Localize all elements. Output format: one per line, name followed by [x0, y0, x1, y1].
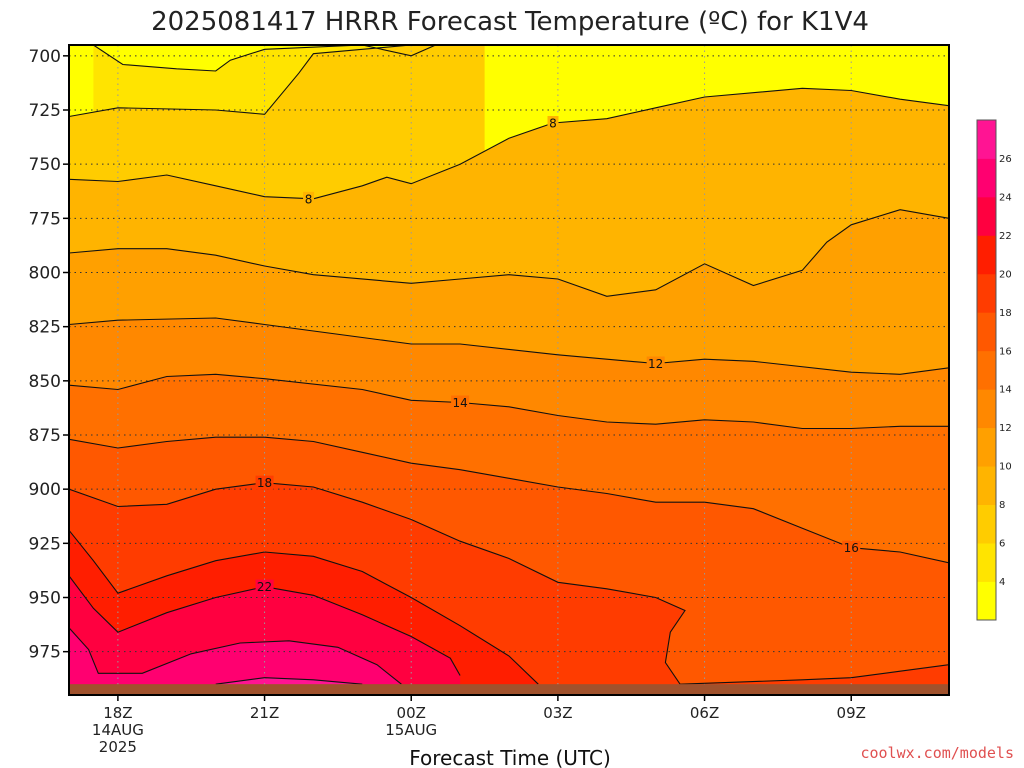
y-tick-label: 925: [29, 534, 61, 554]
colorbar-tick-label: 4: [999, 577, 1005, 588]
colorbar-tick-label: 14: [999, 385, 1012, 396]
band-24: [69, 627, 402, 695]
contour-label: 18: [257, 476, 272, 490]
y-tick-label: 775: [29, 209, 61, 229]
contour-label: 8: [305, 192, 313, 206]
x-tick-label: 06Z: [690, 704, 719, 722]
y-tick-label: 750: [29, 155, 61, 175]
contour-label-bg: [547, 116, 559, 130]
isotherm-16: [69, 436, 949, 564]
colorbar-swatch: [977, 466, 996, 506]
colorbar-swatch: [977, 389, 996, 429]
y-tick-label: 875: [29, 426, 61, 446]
x-tick-label: 03Z: [543, 704, 572, 722]
y-tick-label: 825: [29, 318, 61, 338]
credit-text: coolwx.com/models: [860, 744, 1014, 762]
contour-label: 14: [452, 396, 467, 410]
contour-label-bg: [451, 395, 470, 410]
y-tick-label: 725: [29, 101, 61, 121]
colorbar-swatch: [977, 350, 996, 390]
x-tick-label: 15AUG: [385, 721, 437, 739]
contour-label: 22: [257, 580, 272, 594]
contour-label-bg: [303, 191, 315, 206]
y-tick-label: 850: [29, 372, 61, 392]
y-tick-label: 950: [29, 589, 61, 609]
contour-label-bg: [255, 579, 274, 594]
isotherm-lines: [69, 45, 949, 685]
colorbar-swatch: [977, 427, 996, 467]
colorbar-tick-label: 10: [999, 462, 1012, 473]
plot-frame: [68, 44, 950, 696]
x-tick-label: 14AUG: [92, 721, 144, 739]
colorbar-tick-label: 16: [999, 346, 1012, 357]
x-tick-label: 00Z: [397, 704, 426, 722]
y-tick-label: 800: [29, 264, 61, 284]
isotherm-8: [69, 87, 949, 200]
y-tick-label: 900: [29, 480, 61, 500]
colorbar-tick-label: 20: [999, 269, 1012, 280]
y-axis: 700 725 750 775 800 825 850 875 900 925 950 975: [29, 47, 69, 663]
contour-label: 12: [648, 357, 663, 371]
x-tick-label: 09Z: [837, 704, 866, 722]
colorbar-swatch: [977, 312, 996, 352]
contour-label-bg: [646, 356, 665, 371]
y-tick-label: 700: [29, 47, 61, 67]
colorbar-swatch: [977, 504, 996, 544]
contour-label: 16: [844, 541, 859, 555]
isotherm-14: [69, 373, 949, 430]
grid-lines: [69, 45, 949, 695]
colorbar-swatch: [977, 158, 996, 198]
contour-labels: 8 8 12 14 16 18 22: [255, 116, 861, 594]
contour-label-bg: [842, 540, 861, 555]
colorbar-tick-label: 22: [999, 231, 1012, 242]
isotherm-20: [69, 529, 539, 685]
isotherm-6: [69, 45, 485, 118]
colorbar-tick-label: 6: [999, 539, 1005, 550]
colorbar-tick-label: 18: [999, 308, 1012, 319]
colorbar-swatch: [977, 273, 996, 313]
isotherm-4: [93, 45, 436, 72]
x-tick-label: 2025: [99, 738, 137, 756]
colorbar-tick-label: 24: [999, 192, 1012, 203]
temperature-fill: [69, 45, 949, 695]
colorbar-swatch: [977, 235, 996, 275]
chart-title: 2025081417 HRRR Forecast Temperature (ºC…: [151, 7, 869, 37]
band-26: [215, 677, 363, 695]
colorbar-tick-label: 8: [999, 500, 1005, 511]
colorbar-tick-label: 12: [999, 423, 1012, 434]
colorbar: 4 6 8 10 12 14 16 18 20 22 24 26: [976, 119, 1012, 621]
x-axis-label: Forecast Time (UTC): [409, 746, 611, 768]
colorbar-tick-label: 26: [999, 154, 1012, 165]
isotherm-26: [215, 677, 363, 685]
x-tick-label: 21Z: [250, 704, 279, 722]
isotherm-10: [69, 209, 949, 297]
colorbar-swatch: [977, 120, 996, 159]
isotherm-24: [69, 627, 402, 685]
isotherm-12: [69, 317, 949, 375]
colorbar-swatch: [977, 196, 996, 236]
colorbar-frame: [976, 119, 997, 621]
colorbar-swatch: [977, 581, 996, 621]
contour-label: 8: [549, 117, 557, 131]
ground-surface: [69, 684, 949, 695]
y-tick-label: 975: [29, 643, 61, 663]
x-tick-label: 18Z: [103, 704, 132, 722]
colorbar-swatch: [977, 543, 996, 582]
isotherm-18: [69, 482, 949, 685]
contour-label-bg: [255, 475, 274, 490]
ground: [69, 684, 949, 695]
